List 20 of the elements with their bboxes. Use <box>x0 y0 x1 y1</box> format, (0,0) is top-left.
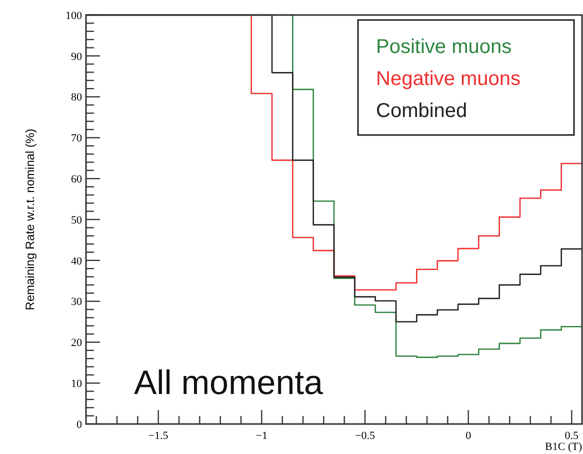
y-axis-title: Remaining Rate w.r.t. nominal (%) <box>23 128 37 310</box>
y-tick-label: 30 <box>71 296 82 308</box>
y-tick-label: 70 <box>71 132 82 145</box>
x-tick-label: −1 <box>256 430 268 442</box>
y-tick-label: 50 <box>71 214 82 226</box>
x-tick-label: 0 <box>466 430 472 442</box>
x-tick-label: −1.5 <box>148 430 169 442</box>
y-tick-label: 100 <box>66 10 82 22</box>
y-tick-label: 90 <box>71 50 82 63</box>
y-tick-label: 60 <box>71 173 82 186</box>
y-tick-label: 20 <box>71 337 82 350</box>
x-tick-label: 0.5 <box>564 430 580 442</box>
y-tick-label: 0 <box>76 418 82 431</box>
y-tick-label: 10 <box>71 378 82 390</box>
legend-box: Positive muons Negative muons Combined <box>357 19 575 136</box>
y-tick-label: 80 <box>71 92 82 104</box>
annotation: All momenta <box>134 364 324 402</box>
y-tick-label: 40 <box>71 255 82 268</box>
x-tick-label: −0.5 <box>355 430 376 442</box>
x-axis-title: B1C (T) <box>545 441 582 453</box>
